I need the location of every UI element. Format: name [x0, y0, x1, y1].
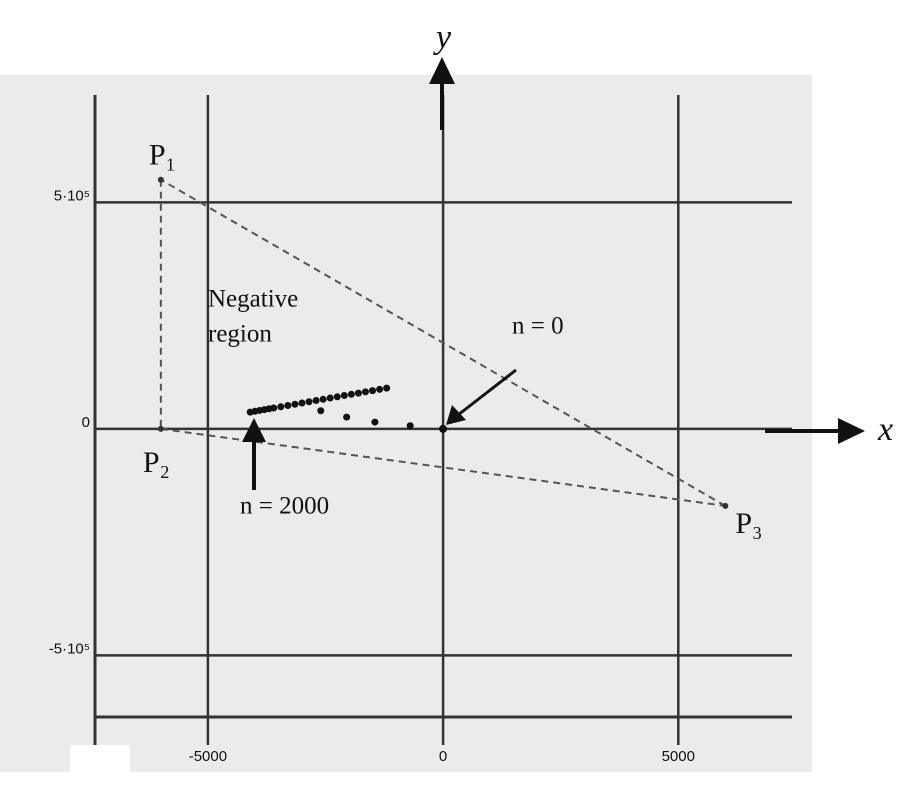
vertex-label: P₃: [735, 507, 762, 540]
vertex-label: P₁: [149, 139, 176, 172]
point: [369, 387, 377, 395]
vertex-label: P₂: [143, 446, 170, 479]
x-arrow-head: [838, 418, 865, 444]
point: [371, 418, 379, 426]
point: [312, 397, 320, 405]
point: [343, 413, 351, 421]
point: [361, 388, 369, 396]
triangle-edge: [160, 178, 726, 507]
point: [305, 398, 313, 406]
point: [439, 424, 448, 433]
x-tick-label: -5000: [189, 748, 227, 765]
point: [333, 393, 341, 401]
vertex: [722, 502, 729, 509]
x-axis-label: x: [877, 411, 893, 448]
annotation: n = 0: [512, 313, 564, 340]
vertex: [157, 176, 164, 183]
point: [354, 389, 362, 397]
annotation: Negative: [208, 286, 298, 313]
points: [246, 384, 448, 433]
vertex: [157, 425, 164, 432]
annotation-arrow-head: [242, 418, 266, 442]
point: [298, 399, 306, 407]
x-tick-label: 5000: [662, 748, 695, 765]
y-axis-label: y: [433, 19, 452, 56]
y-arrow-head: [429, 57, 455, 84]
point: [383, 384, 391, 392]
triangle-edge: [160, 427, 726, 507]
annotation: n = 2000: [240, 493, 329, 520]
annotation-arrow: [457, 368, 517, 417]
plot-background: [0, 75, 812, 772]
point: [291, 400, 299, 408]
x-tick-label: 0: [439, 748, 447, 765]
point: [277, 403, 285, 411]
point: [406, 422, 414, 430]
point: [319, 395, 327, 403]
annotation: region: [208, 321, 272, 348]
point: [347, 390, 355, 398]
point: [317, 407, 325, 415]
y-tick-label: 5·10⁵: [54, 187, 90, 204]
point: [326, 394, 334, 402]
point: [270, 404, 278, 412]
annotation-arrow-head: [446, 405, 466, 425]
y-tick-label: 0: [82, 414, 90, 431]
triangle: [157, 176, 729, 509]
point: [284, 402, 292, 410]
point: [340, 392, 348, 400]
blank-patch: [70, 745, 130, 772]
point: [376, 385, 384, 393]
y-tick-label: -5·10⁵: [49, 640, 90, 657]
